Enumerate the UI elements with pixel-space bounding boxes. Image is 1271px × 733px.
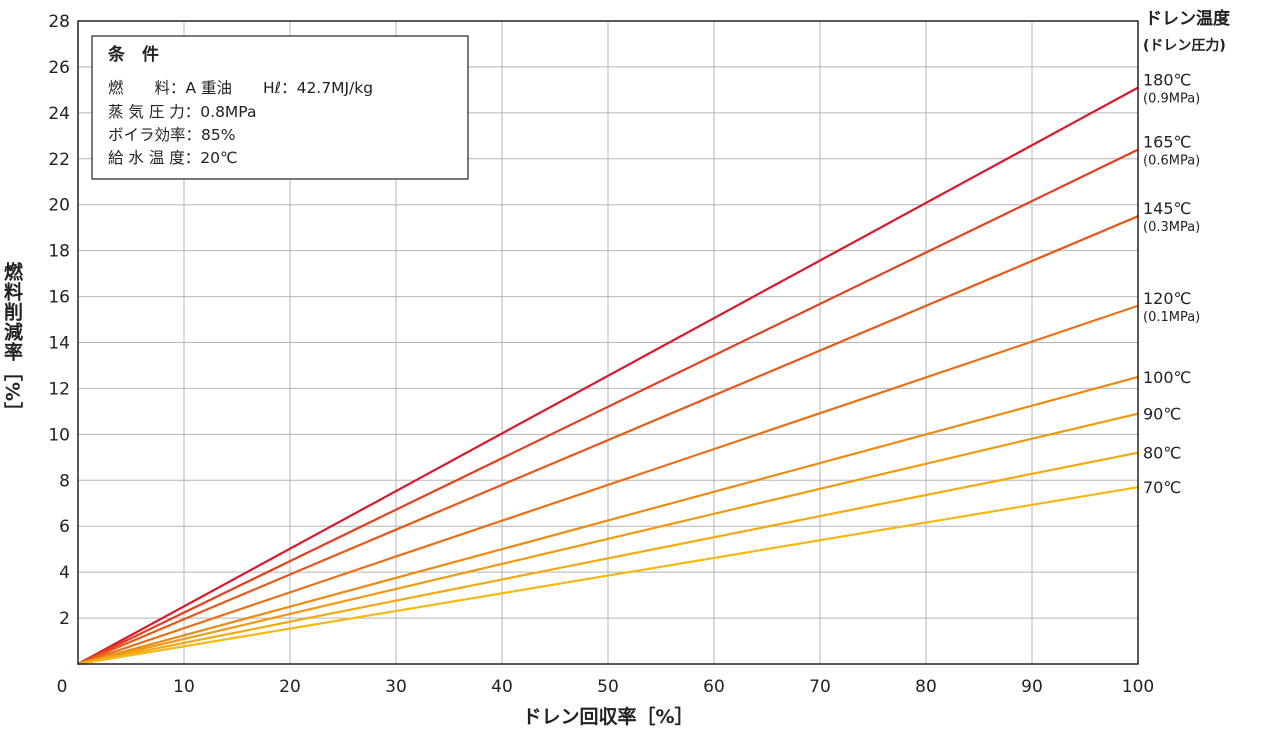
y-tick-label: 28 — [48, 12, 70, 32]
series-temp-label: 145℃ — [1143, 199, 1192, 218]
series-line — [77, 215, 1139, 666]
y-tick-label: 26 — [48, 58, 70, 78]
x-tick-label: 0 — [57, 677, 68, 697]
y-tick-label: 4 — [59, 563, 70, 583]
series-line — [77, 451, 1139, 666]
series-pressure-label: (0.6MPa) — [1143, 154, 1200, 169]
x-tick-label: 40 — [491, 677, 513, 697]
plot-frame — [77, 20, 1139, 665]
series-line — [77, 148, 1139, 665]
x-tick-label: 20 — [279, 677, 301, 697]
series-line — [77, 304, 1139, 666]
x-tick-label: 30 — [385, 677, 407, 697]
x-tick-label: 100 — [1122, 677, 1154, 697]
series-temp-label: 90℃ — [1143, 405, 1181, 424]
legend-title: ドレン温度 — [1145, 8, 1231, 29]
series-pressure-label: (0.3MPa) — [1143, 220, 1200, 235]
series-temp-label: 120℃ — [1143, 289, 1192, 308]
series-temp-label: 165℃ — [1143, 133, 1192, 152]
y-tick-label: 14 — [48, 334, 70, 354]
condition-steam-pressure: 蒸 気 圧 力：0.8MPa — [108, 103, 256, 121]
tick-labels: 0 10 20 30 40 50 60 70 80 90 100246810121416182022… — [48, 12, 1154, 697]
y-tick-label: 20 — [48, 196, 70, 216]
x-tick-label: 60 — [703, 677, 725, 697]
y-tick-label: 24 — [48, 104, 70, 124]
x-tick-label: 80 — [915, 677, 937, 697]
x-tick-label: 90 — [1021, 677, 1043, 697]
x-tick-label: 70 — [809, 677, 831, 697]
y-tick-label: 6 — [59, 517, 70, 537]
series-temp-label: 180℃ — [1143, 71, 1192, 90]
legend-subtitle: (ドレン圧力) — [1143, 37, 1226, 54]
series-pressure-label: (0.9MPa) — [1143, 92, 1200, 107]
series-lines — [77, 86, 1139, 666]
y-tick-label: 16 — [48, 288, 70, 308]
series-labels: 180℃ (0.9MPa) 165℃ (0.6MPa) 145℃ (0.3MPa) 120℃… — [1143, 71, 1200, 498]
x-tick-label: 50 — [597, 677, 619, 697]
x-axis-title: ドレン回収率［%］ — [522, 705, 693, 728]
y-tick-label: 2 — [59, 609, 70, 629]
series-line — [77, 86, 1139, 665]
conditions-box: 条 件 燃 料：A 重油 Hℓ：42.7MJ/kg 蒸 気 圧 力：0.8MPa… — [91, 35, 469, 180]
series-line — [77, 486, 1139, 666]
series-temp-label: 70℃ — [1143, 478, 1181, 497]
condition-boiler-efficiency: ボイラ効率：85% — [108, 126, 235, 144]
series-temp-label: 80℃ — [1143, 444, 1181, 463]
y-axis-title: 燃料削減率［%］ — [1, 261, 23, 422]
y-tick-label: 22 — [48, 150, 70, 170]
conditions-frame — [91, 35, 469, 180]
y-tick-label: 10 — [48, 425, 70, 445]
grid — [78, 21, 1138, 664]
condition-feedwater-temp: 給 水 温 度：20℃ — [108, 149, 237, 167]
y-tick-label: 18 — [48, 242, 70, 262]
y-tick-label: 12 — [48, 379, 70, 399]
conditions-title: 条 件 — [107, 44, 159, 65]
series-pressure-label: (0.1MPa) — [1143, 310, 1200, 325]
series-temp-label: 100℃ — [1143, 368, 1192, 387]
x-tick-label: 10 — [173, 677, 195, 697]
series-line — [77, 375, 1139, 666]
condition-fuel: 燃 料：A 重油 Hℓ：42.7MJ/kg — [108, 79, 373, 97]
series-line — [77, 412, 1139, 666]
y-tick-label: 8 — [59, 471, 70, 491]
